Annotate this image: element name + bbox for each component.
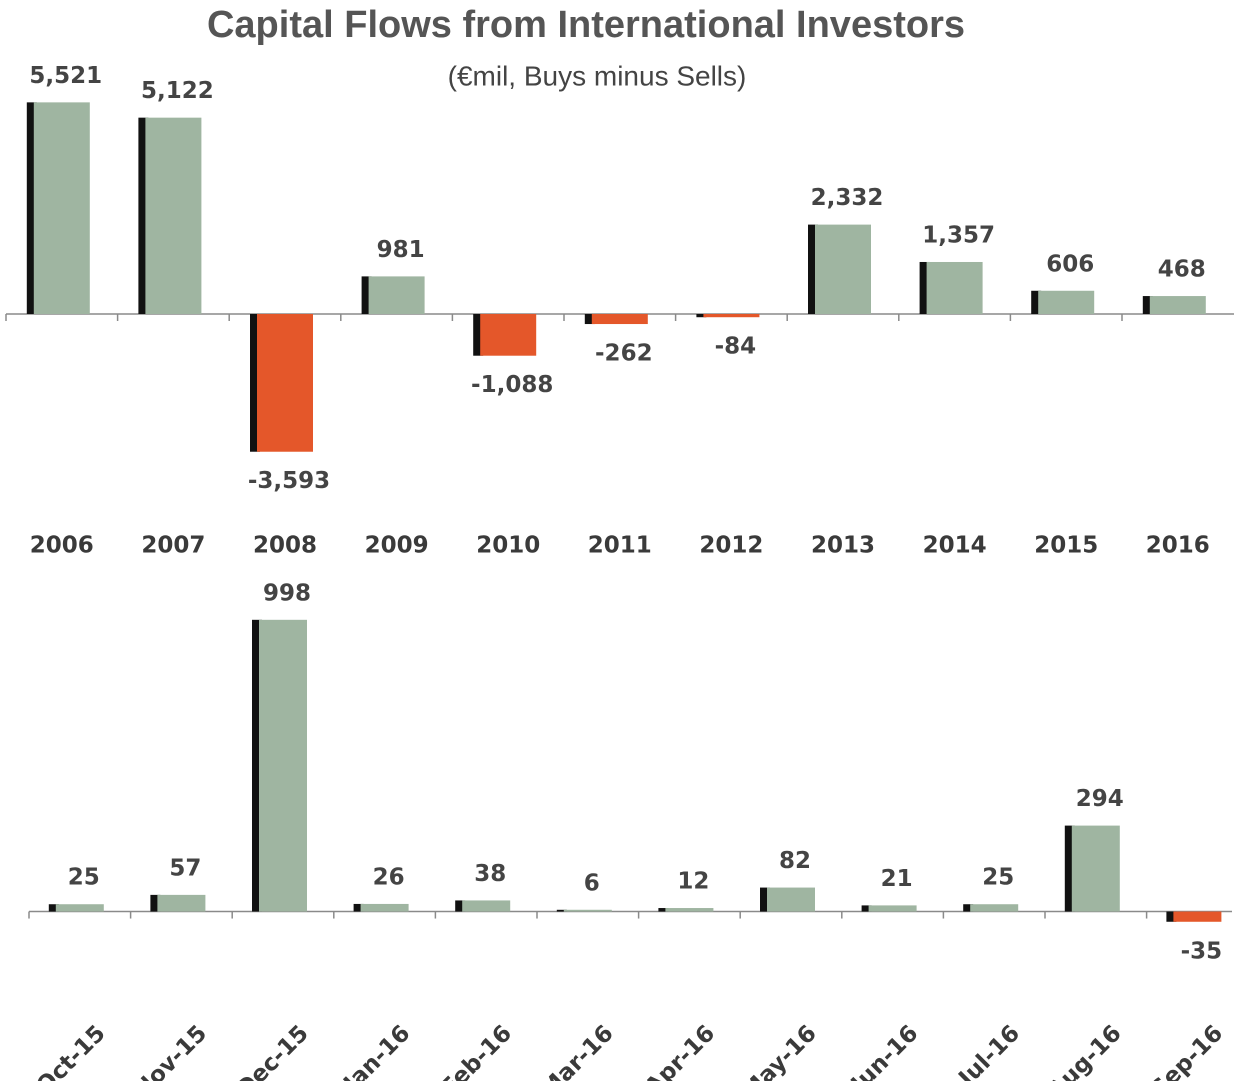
bar	[1038, 290, 1095, 314]
x-tick-label: May-16	[737, 1020, 822, 1081]
x-tick-label: 2015	[1034, 533, 1098, 559]
bar-shadow	[963, 904, 974, 912]
bar	[1173, 911, 1222, 922]
bar	[360, 903, 409, 912]
value-label: 998	[263, 580, 311, 606]
bar-shadow	[1031, 290, 1042, 314]
bar	[563, 909, 612, 912]
bar-shadow	[919, 261, 930, 314]
value-label: 6	[584, 870, 600, 896]
bar-shadow	[26, 102, 37, 314]
value-label: 25	[68, 865, 100, 891]
x-tick-label: 2013	[811, 533, 875, 559]
bar	[462, 900, 511, 912]
value-label: 12	[677, 869, 709, 895]
value-label: 82	[779, 848, 811, 874]
value-label: 25	[982, 865, 1014, 891]
x-tick-label: Dec-15	[232, 1020, 314, 1081]
bar-shadow	[658, 908, 669, 912]
x-tick-label: Aug-16	[1043, 1020, 1127, 1081]
x-tick-label: Sep-16	[1146, 1020, 1228, 1081]
value-label: -1,088	[471, 372, 553, 398]
bar-shadow	[584, 314, 595, 325]
chart-title: Capital Flows from International Investo…	[207, 4, 965, 46]
bar-shadow	[361, 276, 372, 314]
bar	[815, 224, 871, 314]
x-tick-label: 2009	[365, 533, 429, 559]
bar-shadow	[455, 900, 466, 912]
bar-shadow	[252, 619, 262, 912]
value-label: 38	[474, 861, 506, 887]
value-label: 1,357	[922, 222, 995, 248]
value-label: 606	[1046, 251, 1094, 277]
x-tick-label: 2006	[30, 533, 94, 559]
bar-shadow	[1166, 911, 1177, 922]
x-tick-label: 2011	[588, 533, 652, 559]
bar-shadow	[861, 905, 872, 912]
bar	[1149, 296, 1206, 314]
bar	[767, 887, 815, 912]
value-label: -3,593	[248, 468, 330, 494]
x-tick-label: Jan-16	[338, 1020, 416, 1081]
value-label: -84	[715, 334, 757, 360]
x-tick-label: Oct-15	[32, 1020, 111, 1081]
value-label: 5,521	[29, 63, 102, 89]
bar-shadow	[138, 117, 149, 314]
bar	[145, 117, 202, 314]
bar-shadow	[250, 314, 260, 452]
bar	[665, 908, 714, 912]
bar-shadow	[696, 314, 707, 318]
value-label: 57	[169, 855, 201, 881]
bar	[157, 894, 206, 912]
bar	[480, 314, 537, 356]
bar	[970, 904, 1019, 912]
bar	[55, 904, 104, 912]
bar	[591, 314, 648, 325]
value-label: 981	[377, 237, 425, 263]
value-label: 468	[1158, 257, 1206, 283]
value-label: -262	[595, 341, 653, 367]
x-tick-label: Jul-16	[953, 1020, 1025, 1081]
x-tick-label: Feb-16	[436, 1020, 517, 1081]
bar-shadow	[150, 894, 161, 912]
x-tick-label: Jun-16	[845, 1020, 923, 1081]
bar-shadow	[353, 903, 364, 912]
bar	[257, 314, 313, 452]
x-tick-label: 2014	[923, 533, 987, 559]
x-tick-label: 2016	[1146, 533, 1210, 559]
x-tick-label: 2010	[476, 533, 540, 559]
bar-shadow	[1064, 825, 1075, 912]
bar	[33, 102, 90, 314]
bar	[703, 314, 760, 318]
value-label: 2,332	[811, 185, 884, 211]
bar	[926, 261, 983, 314]
bar	[259, 619, 307, 912]
value-label: 26	[373, 864, 405, 890]
x-tick-label: 2007	[141, 533, 205, 559]
x-tick-label: Mar-16	[536, 1020, 619, 1081]
value-label: 294	[1076, 786, 1124, 812]
bar-shadow	[1142, 296, 1153, 314]
value-label: 21	[881, 866, 913, 892]
bar-shadow	[760, 887, 770, 912]
x-tick-label: 2008	[253, 533, 317, 559]
bar	[368, 276, 425, 314]
bar-shadow	[473, 314, 484, 356]
bar	[1071, 825, 1120, 912]
x-tick-label: Apr-16	[640, 1020, 720, 1081]
x-tick-label: Nov-15	[129, 1020, 212, 1081]
chart-subtitle: (€mil, Buys minus Sells)	[448, 60, 747, 91]
bar-shadow	[556, 909, 567, 912]
value-label: 5,122	[141, 78, 214, 104]
bar-shadow	[48, 904, 59, 912]
bar	[868, 905, 917, 912]
bar-shadow	[808, 224, 818, 314]
value-label: -35	[1181, 938, 1223, 964]
x-tick-label: 2012	[699, 533, 763, 559]
